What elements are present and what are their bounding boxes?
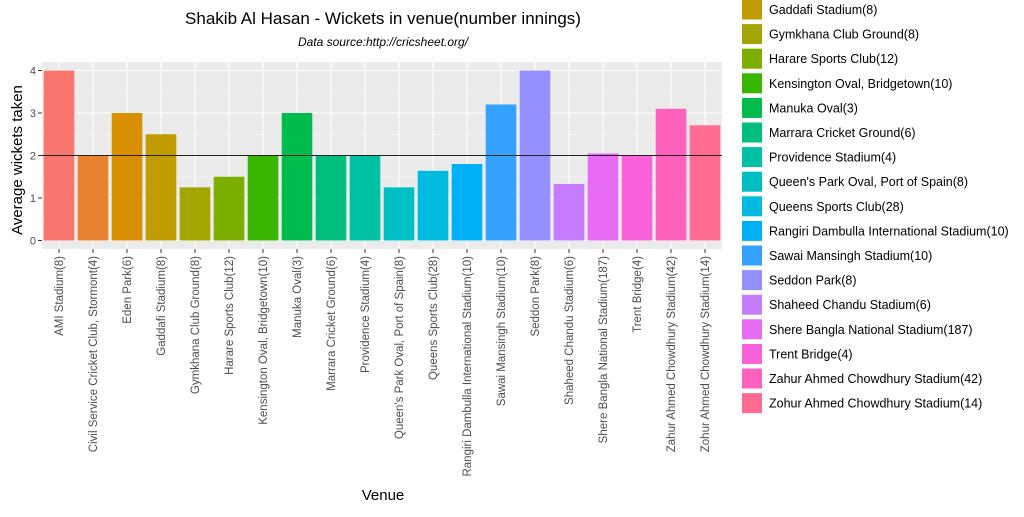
x-tick-label: Shaheed Chandu Stadium(6)	[564, 256, 576, 405]
bar	[689, 125, 721, 241]
legend-swatch	[742, 393, 762, 414]
x-axis: AMI Stadium(8) Civil Service Cricket Club…	[54, 249, 712, 477]
x-tick-label: Sawai Mansingh Stadium(10)	[496, 256, 508, 406]
legend-swatch	[742, 343, 762, 364]
x-tick-label: Providence Stadium(4)	[360, 256, 372, 373]
legend-label: Gaddafi Stadium(8)	[769, 3, 877, 17]
y-tick-label: 0	[30, 236, 36, 248]
legend-label: Manuka Oval(3)	[769, 101, 858, 115]
x-tick-label: Gaddafi Stadium(8)	[156, 256, 168, 356]
legend: Gaddafi Stadium(8) Gymkhana Club Ground(8…	[742, 0, 1009, 414]
legend-swatch	[742, 270, 762, 291]
legend-label: Marrara Cricket Ground(6)	[769, 126, 916, 140]
legend-label: Sawai Mansingh Stadium(10)	[769, 249, 932, 263]
bar	[417, 170, 449, 241]
y-tick-label: 1	[30, 193, 36, 205]
chart-subtitle: Data source:http://cricsheet.org/	[298, 35, 470, 49]
legend-label: Zohur Ahmed Chowdhury Stadium(14)	[769, 397, 982, 411]
legend-label: Harare Sports Club(12)	[769, 52, 898, 66]
bar	[485, 104, 517, 241]
legend-label: Seddon Park(8)	[769, 274, 857, 288]
legend-swatch	[742, 245, 762, 266]
bar	[587, 153, 619, 241]
legend-swatch	[742, 196, 762, 217]
x-tick-label: Shere Bangla National Stadium(187)	[598, 256, 610, 443]
bar	[383, 187, 415, 241]
legend-label: Trent Bridge(4)	[769, 347, 853, 361]
x-tick-label: Trent Bridge(4)	[632, 256, 644, 333]
bar	[451, 164, 483, 241]
x-tick-label: Eden Park(6)	[122, 256, 134, 324]
legend-swatch	[742, 368, 762, 389]
legend-label: Gymkhana Club Ground(8)	[769, 28, 919, 42]
bar	[247, 155, 279, 241]
y-axis-label: Average wickets taken	[9, 85, 26, 235]
legend-label: Shere Bangla National Stadium(187)	[769, 323, 973, 337]
x-tick-label: Gymkhana Club Ground(8)	[190, 256, 202, 394]
legend-swatch	[742, 0, 762, 20]
y-tick-label: 4	[30, 66, 36, 78]
chart-title: Shakib Al Hasan - Wickets in venue(numbe…	[185, 9, 581, 28]
legend-label: Rangiri Dambulla International Stadium(1…	[769, 224, 1009, 238]
x-tick-label: Queens Sports Club(28)	[428, 256, 440, 380]
y-tick-label: 3	[30, 108, 36, 120]
bar	[349, 155, 381, 241]
bar	[213, 176, 245, 241]
legend-swatch	[742, 48, 762, 69]
legend-label: Providence Stadium(4)	[769, 151, 896, 165]
legend-swatch	[742, 97, 762, 118]
legend-label: Queen's Park Oval, Port of Spain(8)	[769, 175, 968, 189]
legend-swatch	[742, 294, 762, 315]
y-axis: 0 1 2 3 4	[30, 66, 42, 248]
x-tick-label: Kensington Oval, Bridgetown(10)	[258, 256, 270, 425]
bar	[77, 155, 109, 241]
x-tick-label: Manuka Oval(3)	[292, 256, 304, 338]
x-tick-label: Zahur Ahmed Chowdhury Stadium(42)	[666, 256, 678, 452]
x-tick-label: Civil Service Cricket Club, Stormont(4)	[88, 256, 100, 452]
legend-label: Zahur Ahmed Chowdhury Stadium(42)	[769, 372, 982, 386]
bar	[621, 155, 653, 241]
x-axis-label: Venue	[362, 487, 405, 504]
legend-swatch	[742, 220, 762, 241]
bar	[655, 108, 687, 241]
bar	[281, 113, 313, 241]
x-tick-label: Marrara Cricket Ground(6)	[326, 256, 338, 391]
bar	[145, 134, 177, 241]
bar	[111, 113, 143, 241]
legend-swatch	[742, 147, 762, 168]
legend-label: Queens Sports Club(28)	[769, 200, 904, 214]
legend-swatch	[742, 24, 762, 45]
legend-swatch	[742, 171, 762, 192]
x-tick-label: Harare Sports Club(12)	[224, 256, 236, 375]
bar	[315, 155, 347, 241]
x-tick-label: Rangiri Dambulla International Stadium(1…	[462, 256, 474, 477]
bar	[553, 183, 585, 241]
legend-label: Kensington Oval, Bridgetown(10)	[769, 77, 952, 91]
legend-label: Shaheed Chandu Stadium(6)	[769, 298, 931, 312]
legend-swatch	[742, 319, 762, 340]
x-tick-label: AMI Stadium(8)	[54, 256, 66, 336]
bar	[179, 187, 211, 241]
x-tick-label: Zohur Ahmed Chowdhury Stadium(14)	[700, 256, 712, 452]
x-tick-label: Seddon Park(8)	[530, 256, 542, 337]
legend-swatch	[742, 73, 762, 94]
y-tick-label: 2	[30, 151, 36, 163]
x-tick-label: Queen's Park Oval, Port of Spain(8)	[394, 256, 406, 439]
legend-swatch	[742, 122, 762, 143]
